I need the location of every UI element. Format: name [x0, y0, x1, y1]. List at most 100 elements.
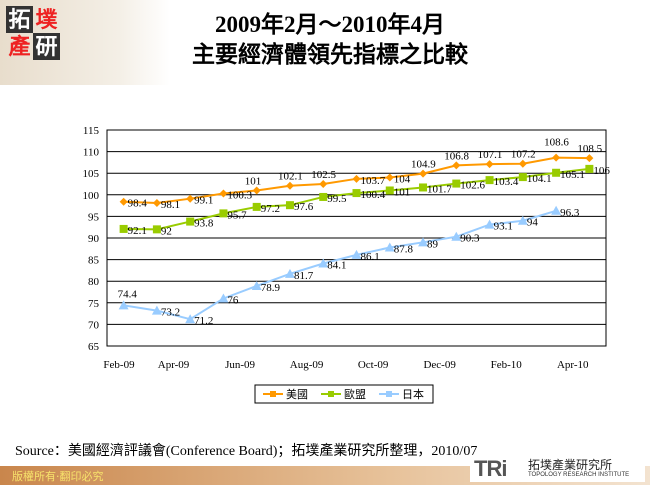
data-point [151, 305, 162, 315]
legend-marker [270, 391, 276, 397]
data-label: 98.4 [128, 198, 148, 210]
data-label: 101.7 [427, 183, 452, 195]
data-label: 108.6 [544, 137, 569, 149]
data-point [118, 300, 129, 310]
data-point [152, 199, 161, 208]
legend-marker [386, 391, 392, 397]
data-label: 101 [394, 186, 411, 198]
copyright-text: 版權所有‧翻印必究 [12, 470, 104, 483]
data-label: 76 [227, 294, 239, 306]
data-point [451, 231, 462, 241]
legend-label: 日本 [402, 387, 424, 401]
y-tick-label: 85 [88, 255, 100, 267]
data-label: 93.8 [194, 218, 214, 230]
data-label: 99.5 [327, 193, 347, 205]
data-point [419, 169, 428, 178]
logo-char: 研 [33, 33, 60, 60]
data-point [518, 173, 527, 182]
y-tick-label: 105 [83, 168, 100, 180]
title-line-2: 主要經濟體領先指標之比較 [192, 42, 468, 67]
data-point [551, 205, 562, 215]
data-label: 107.2 [511, 149, 536, 161]
data-point [186, 217, 195, 226]
x-tick-label: Jun-09 [225, 359, 255, 371]
data-point [252, 186, 261, 195]
data-point [285, 201, 294, 210]
brand-mark: TRi [474, 456, 507, 481]
data-label: 108.5 [577, 143, 602, 155]
y-tick-label: 75 [88, 298, 100, 310]
data-point [385, 186, 394, 195]
x-tick-label: Apr-10 [557, 359, 589, 371]
data-point [251, 280, 262, 290]
data-label: 100.3 [227, 190, 252, 202]
x-tick-label: Feb-10 [491, 359, 523, 371]
data-point [152, 225, 161, 234]
y-tick-label: 80 [88, 276, 100, 288]
data-label: 78.9 [261, 282, 281, 294]
data-label: 106 [593, 165, 610, 177]
data-point [185, 314, 196, 324]
data-label: 92.1 [128, 225, 147, 237]
data-label: 99.1 [194, 195, 213, 207]
data-label: 87.8 [394, 244, 414, 256]
data-point [552, 153, 561, 162]
data-label: 102.5 [311, 169, 336, 181]
data-label: 73.2 [161, 307, 180, 319]
y-tick-label: 90 [88, 233, 100, 245]
data-label: 71.2 [194, 315, 213, 327]
y-tick-label: 95 [88, 211, 100, 223]
data-point [552, 168, 561, 177]
data-point [285, 181, 294, 190]
data-point [119, 197, 128, 206]
y-tick-label: 110 [83, 147, 100, 159]
brand-name-en: TOPOLOGY RESEARCH INSTITUTE [528, 472, 630, 478]
y-tick-label: 100 [83, 190, 100, 202]
data-point [452, 179, 461, 188]
data-point [485, 160, 494, 169]
data-point [419, 183, 428, 192]
data-label: 92 [161, 225, 172, 237]
tri-logo: TRi 拓墣產業研究所 TOPOLOGY RESEARCH INSTITUTE [470, 456, 645, 482]
data-label: 98.1 [161, 199, 180, 211]
data-label: 104.1 [527, 173, 552, 185]
x-tick-label: Dec-09 [423, 359, 456, 371]
data-point [252, 202, 261, 211]
logo-char: 拓 [6, 6, 33, 33]
data-label: 103.4 [494, 176, 519, 188]
data-point [352, 189, 361, 198]
data-point [284, 268, 295, 278]
source-note: Source：美國經濟評議會(Conference Board)；拓墣產業研究所… [15, 444, 478, 459]
y-tick-label: 65 [88, 341, 100, 353]
data-label: 74.4 [118, 288, 138, 300]
data-label: 84.1 [327, 259, 346, 271]
data-point [384, 242, 395, 252]
data-point [318, 258, 329, 268]
data-point [319, 192, 328, 201]
data-label: 103.7 [361, 175, 386, 187]
data-label: 89 [427, 238, 439, 250]
logo: 拓 墣 產 研 [6, 6, 62, 62]
data-point [351, 249, 362, 259]
data-point [452, 161, 461, 170]
legend [254, 384, 434, 404]
data-label: 105.1 [560, 169, 585, 181]
data-point [585, 154, 594, 163]
data-label: 94 [527, 217, 539, 229]
page-title: 2009年2月～2010年4月 主要經濟體領先指標之比較 [150, 10, 510, 70]
data-point [385, 173, 394, 182]
data-label: 100.4 [361, 189, 386, 201]
data-label: 81.7 [294, 270, 314, 282]
data-label: 101 [245, 175, 262, 187]
data-point [219, 209, 228, 218]
data-label: 86.1 [361, 251, 380, 263]
y-tick-label: 115 [83, 125, 100, 137]
title-line-1: 2009年2月～2010年4月 [215, 12, 445, 37]
data-label: 107.1 [478, 149, 503, 161]
data-point [485, 176, 494, 185]
data-point [219, 189, 228, 198]
data-label: 97.6 [294, 201, 314, 213]
legend-label: 美國 [286, 388, 308, 401]
brand-name-cn: 拓墣產業研究所 [528, 458, 613, 472]
x-tick-label: Feb-09 [103, 359, 135, 371]
